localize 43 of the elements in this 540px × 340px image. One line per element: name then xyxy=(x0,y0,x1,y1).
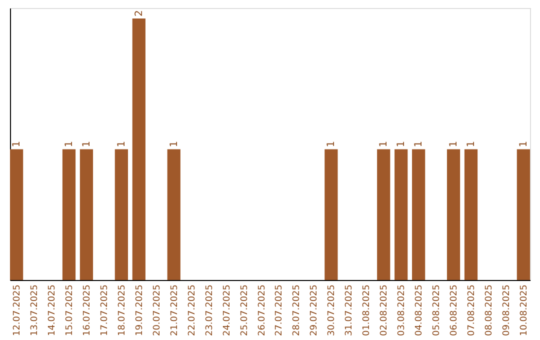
data-label: 1 xyxy=(396,140,408,148)
x-tick-label: 18.07.2025 xyxy=(117,284,128,336)
data-label: 1 xyxy=(168,140,180,148)
x-tick-label: 06.08.2025 xyxy=(450,284,460,336)
x-tick-label: 20.07.2025 xyxy=(152,284,162,336)
data-label: 1 xyxy=(64,140,75,148)
x-tick-label: 15.07.2025 xyxy=(64,284,75,336)
data-label: 1 xyxy=(116,140,128,148)
x-tick-label: 01.08.2025 xyxy=(362,284,372,336)
x-tick-label: 10.08.2025 xyxy=(519,284,530,336)
x-tick-label: 19.07.2025 xyxy=(134,284,145,336)
data-label: 1 xyxy=(466,140,478,148)
x-tick-label: 23.07.2025 xyxy=(204,284,215,336)
x-tick-label: 26.07.2025 xyxy=(257,284,268,336)
data-label: 1 xyxy=(378,140,390,148)
x-tick-label: 27.07.2025 xyxy=(274,284,285,336)
x-tick-label: 08.08.2025 xyxy=(484,284,494,336)
data-label: 1 xyxy=(518,140,530,148)
x-tick-label: 13.07.2025 xyxy=(30,284,40,336)
x-tick-label: 29.07.2025 xyxy=(310,284,320,336)
data-label: 1 xyxy=(414,140,425,148)
x-tick-label: 03.08.2025 xyxy=(397,284,408,336)
x-tick-label: 16.07.2025 xyxy=(82,284,92,336)
x-tick-label: 25.07.2025 xyxy=(240,284,250,336)
x-tick-label: 21.07.2025 xyxy=(170,284,180,336)
x-tick-label: 30.07.2025 xyxy=(327,284,338,336)
x-tick-label: 07.08.2025 xyxy=(467,284,478,336)
x-tick-label: 22.07.2025 xyxy=(187,284,198,336)
x-tick-label: 31.07.2025 xyxy=(344,284,355,336)
x-tick-label: 12.07.2025 xyxy=(12,284,23,336)
data-label: 1 xyxy=(448,140,460,148)
data-label: 2 xyxy=(134,10,145,16)
x-tick-label: 28.07.2025 xyxy=(292,284,302,336)
x-tick-label: 17.07.2025 xyxy=(100,284,110,336)
x-tick-label: 02.08.2025 xyxy=(380,284,390,336)
x-tick-label: 24.07.2025 xyxy=(222,284,232,336)
x-tick-label: 04.08.2025 xyxy=(414,284,425,336)
x-tick-label: 14.07.2025 xyxy=(48,284,58,336)
data-label: 1 xyxy=(12,140,23,148)
data-label: 1 xyxy=(81,140,92,148)
x-tick-label: 09.08.2025 xyxy=(502,284,512,336)
x-tick-label: 05.08.2025 xyxy=(432,284,442,336)
data-label: 1 xyxy=(326,140,338,148)
